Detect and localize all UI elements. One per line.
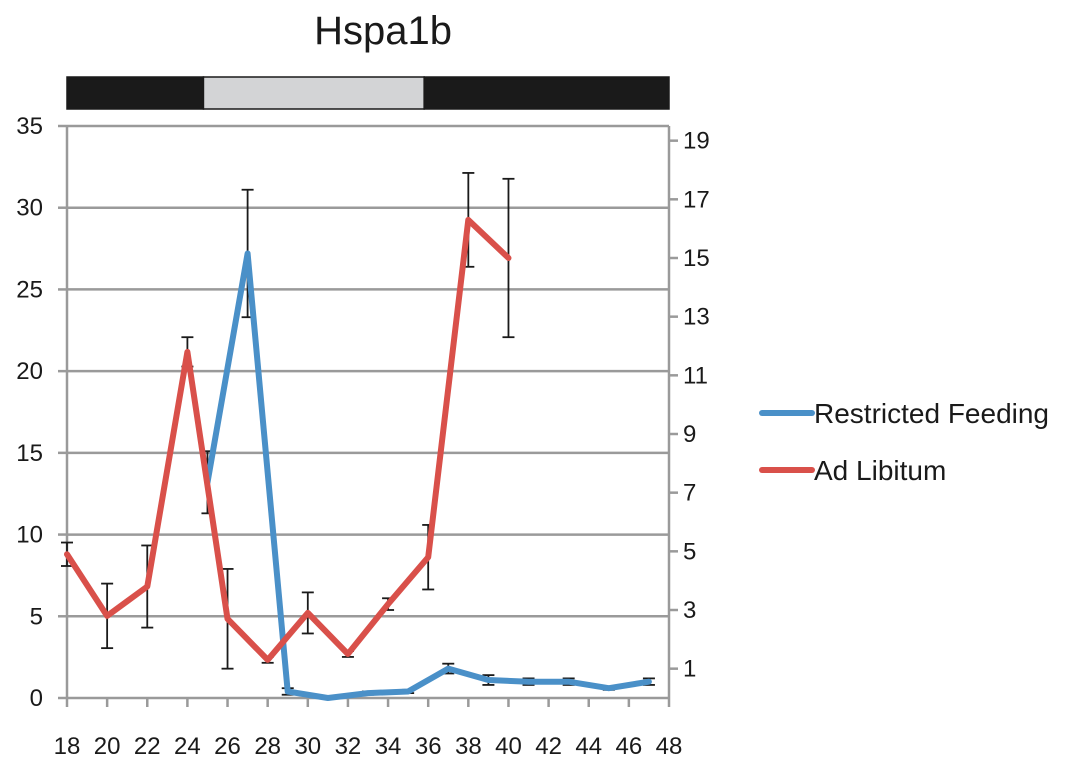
y-right-tick-label-19: 19 [683,128,710,155]
error-bars [61,172,655,699]
x-tick-label-44: 44 [575,733,602,760]
x-tick-label-48: 48 [656,733,683,760]
y-left-tick-label-0: 0 [30,685,43,712]
y-left-tick-label-5: 5 [30,603,43,630]
legend-label-restricted-feeding: Restricted Feeding [814,398,1049,429]
y-left-tick-label-35: 35 [16,113,43,140]
x-tick-label-22: 22 [134,733,161,760]
y-right-tick-label-5: 5 [683,538,696,565]
light-phase-segment-1 [202,76,425,110]
y-left-tick-label-20: 20 [16,358,43,385]
y-right-tick-label-3: 3 [683,597,696,624]
x-tick-label-26: 26 [214,733,241,760]
y-left-tick-label-15: 15 [16,440,43,467]
y-right-tick-label-15: 15 [683,245,710,272]
y-right-tick-label-1: 1 [683,656,696,683]
x-tick-label-30: 30 [294,733,321,760]
y-axis-left: 0 5 10 15 20 25 30 35 [16,113,67,712]
legend-label-ad-libitum: Ad Libitum [814,455,946,486]
legend: Restricted Feeding Ad Libitum [759,398,1049,486]
x-tick-label-40: 40 [495,733,522,760]
y-right-tick-label-11: 11 [683,362,708,389]
y-right-tick-label-17: 17 [683,186,710,213]
x-tick-label-20: 20 [94,733,121,760]
restricted-feeding-line [204,250,652,701]
x-tick-label-24: 24 [174,733,201,760]
y-left-tick-label-30: 30 [16,195,43,222]
dark-phase-segment-0 [66,76,205,110]
x-axis: 18 20 22 24 26 28 30 32 34 36 38 40 42 44 46 48 [54,698,683,760]
x-tick-label-38: 38 [455,733,482,760]
x-tick-label-42: 42 [535,733,562,760]
x-tick-label-18: 18 [54,733,81,760]
dark-phase-segment-2 [423,76,670,110]
y-left-tick-label-25: 25 [16,276,43,303]
y-right-tick-label-7: 7 [683,480,696,507]
y-left-tick-label-10: 10 [16,522,43,549]
series-lines [64,216,652,701]
x-tick-label-32: 32 [335,733,362,760]
y-right-tick-label-13: 13 [683,304,710,331]
chart-title: Hspa1b [314,9,452,53]
x-tick-label-46: 46 [616,733,643,760]
x-tick-label-34: 34 [375,733,402,760]
x-tick-label-28: 28 [254,733,281,760]
y-right-tick-label-9: 9 [683,421,696,448]
ad-libitum-line [64,216,512,663]
x-tick-label-36: 36 [415,733,442,760]
light-dark-bar [66,76,670,110]
plot-frame [65,126,671,700]
